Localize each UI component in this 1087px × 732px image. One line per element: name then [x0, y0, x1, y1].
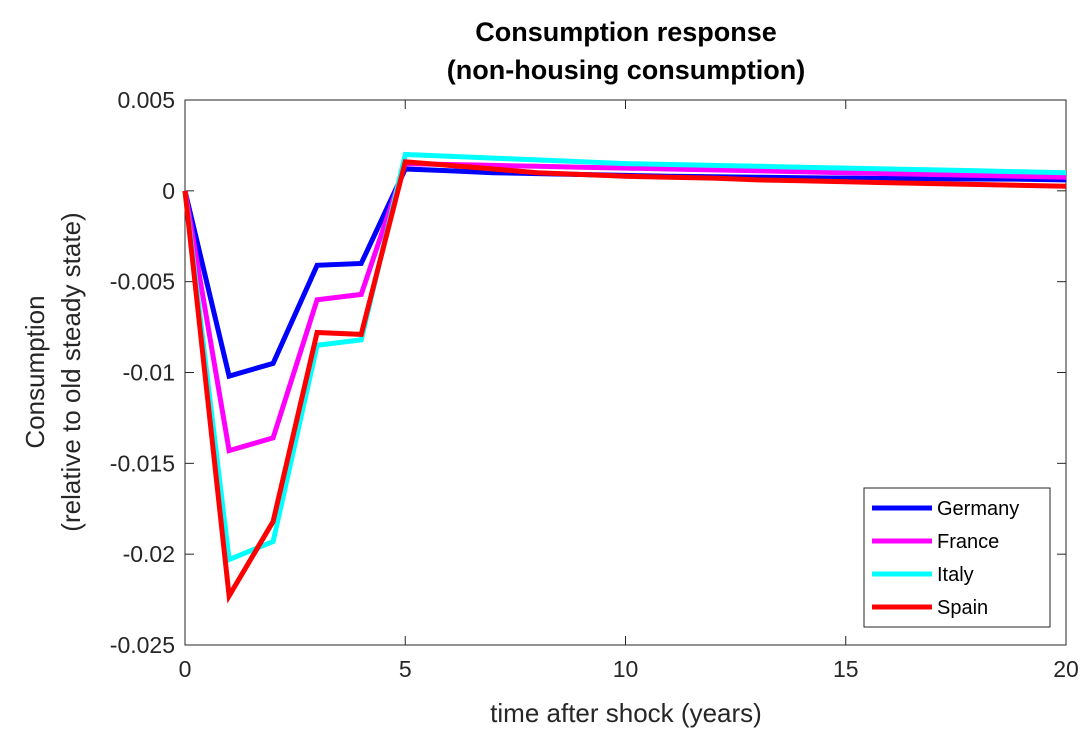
y-tick-label: -0.015	[110, 450, 175, 476]
y-tick-label: -0.005	[110, 269, 175, 295]
x-tick-label: 5	[399, 656, 412, 682]
x-tick-label: 15	[833, 656, 859, 682]
x-tick-label: 0	[179, 656, 192, 682]
series-lines	[182, 151, 1067, 604]
x-tick-label: 10	[613, 656, 639, 682]
y-axis-label-line-2: (relative to old steady state)	[56, 212, 86, 531]
series-line-italy	[182, 151, 1067, 564]
axis-ticks: 0 5 10 15 20 0.005 0 -0.005 -0.01 -0.015 -0.02 -0.0…	[110, 87, 1079, 682]
legend: Germany France Italy Spain	[863, 487, 1051, 628]
legend-label-italy: Italy	[937, 564, 974, 586]
y-tick-label: 0.005	[117, 87, 175, 113]
series-line-spain	[182, 159, 1067, 604]
legend-label-france: France	[937, 531, 999, 553]
y-axis-label-line-1: Consumption	[20, 295, 50, 448]
y-tick-label: -0.02	[123, 541, 175, 567]
x-axis-label: time after shock (years)	[490, 698, 762, 728]
legend-box	[863, 487, 1051, 628]
chart-title-line-1: Consumption response	[475, 17, 777, 47]
y-tick-label: -0.01	[123, 360, 175, 386]
series-line-france	[182, 161, 1067, 454]
x-tick-label: 20	[1053, 656, 1079, 682]
legend-label-germany: Germany	[937, 498, 1019, 520]
y-tick-label: 0	[162, 178, 175, 204]
legend-label-spain: Spain	[937, 597, 988, 619]
chart-title-line-2: (non-housing consumption)	[447, 55, 805, 85]
y-tick-label: -0.025	[110, 632, 175, 658]
